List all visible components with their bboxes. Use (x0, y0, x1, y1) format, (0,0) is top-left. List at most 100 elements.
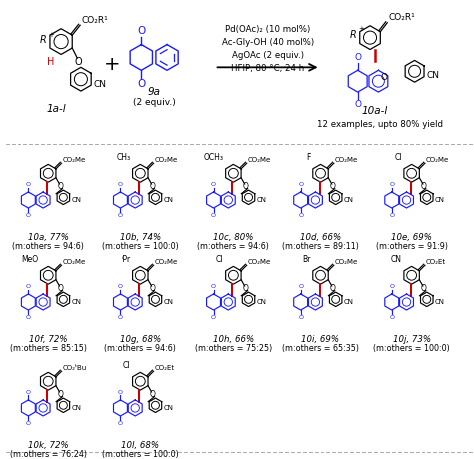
Text: (m:others = 100:0): (m:others = 100:0) (102, 450, 179, 459)
Text: 10b, 74%: 10b, 74% (119, 233, 161, 242)
Text: CO₂R¹: CO₂R¹ (388, 13, 415, 22)
Text: O: O (389, 315, 394, 320)
Text: CO₂Me: CO₂Me (155, 259, 178, 265)
Text: O: O (298, 182, 303, 187)
Text: O: O (26, 213, 31, 218)
Text: (m:others = 76:24): (m:others = 76:24) (9, 450, 87, 459)
Text: CN: CN (257, 299, 267, 305)
Text: ⁱPr: ⁱPr (121, 255, 130, 264)
Text: O: O (211, 213, 216, 218)
Text: Pd(OAc)₂ (10 mol%): Pd(OAc)₂ (10 mol%) (226, 25, 310, 34)
Text: O: O (26, 315, 31, 320)
Text: 12 examples, upto 80% yield: 12 examples, upto 80% yield (317, 120, 443, 129)
Text: CN: CN (435, 299, 445, 305)
Text: CO₂Me: CO₂Me (63, 259, 86, 265)
Text: O: O (149, 284, 155, 293)
Text: OCH₃: OCH₃ (203, 153, 223, 162)
Text: HFIP, 80 °C, 24 h: HFIP, 80 °C, 24 h (231, 64, 305, 73)
Text: 10g, 68%: 10g, 68% (119, 335, 161, 344)
Text: O: O (57, 390, 64, 399)
Text: MeO: MeO (21, 255, 38, 264)
Text: (m:others = 94:6): (m:others = 94:6) (198, 242, 269, 251)
Text: (m:others = 94:6): (m:others = 94:6) (104, 344, 176, 353)
Text: CO₂Et: CO₂Et (426, 259, 446, 265)
Text: CO₂Me: CO₂Me (248, 259, 271, 265)
Text: O: O (354, 53, 361, 62)
Text: (m:others = 100:0): (m:others = 100:0) (102, 242, 179, 251)
Text: CO₂Me: CO₂Me (248, 157, 271, 163)
Text: CO₂R¹: CO₂R¹ (81, 16, 108, 25)
Text: CO₂Et: CO₂Et (155, 365, 175, 371)
Text: 10k, 72%: 10k, 72% (28, 441, 69, 450)
Text: R: R (349, 30, 356, 39)
Text: O: O (211, 284, 216, 289)
Text: O: O (389, 182, 394, 187)
Text: CN: CN (344, 197, 354, 203)
Text: O: O (26, 421, 31, 426)
Text: CN: CN (72, 405, 82, 411)
Text: CN: CN (344, 299, 354, 305)
Text: R: R (39, 34, 46, 45)
Text: CO₂Me: CO₂Me (335, 259, 358, 265)
Text: CN: CN (427, 71, 439, 80)
Text: O: O (118, 182, 123, 187)
Text: Cl: Cl (216, 255, 223, 264)
Text: O: O (26, 182, 31, 187)
Text: 10a, 77%: 10a, 77% (27, 233, 69, 242)
Text: O: O (381, 73, 388, 82)
Text: O: O (330, 284, 336, 293)
Text: Ac-Gly-OH (40 mol%): Ac-Gly-OH (40 mol%) (222, 38, 314, 47)
Text: 10a-l: 10a-l (362, 106, 388, 116)
Text: O: O (421, 284, 427, 293)
Text: (m:others = 94:6): (m:others = 94:6) (12, 242, 84, 251)
Text: 10c, 80%: 10c, 80% (213, 233, 254, 242)
Text: O: O (118, 213, 123, 218)
Text: 10h, 66%: 10h, 66% (213, 335, 254, 344)
Text: O: O (243, 284, 248, 293)
Text: +: + (104, 55, 121, 74)
Text: +: + (48, 32, 54, 38)
Text: O: O (149, 182, 155, 191)
Text: CN: CN (257, 197, 267, 203)
Text: 9a: 9a (148, 87, 161, 97)
Text: O: O (298, 213, 303, 218)
Text: (m:others = 89:11): (m:others = 89:11) (282, 242, 359, 251)
Text: Cl: Cl (123, 361, 130, 370)
Text: 10f, 72%: 10f, 72% (29, 335, 67, 344)
Text: O: O (211, 315, 216, 320)
Text: Cl: Cl (394, 153, 401, 162)
Text: 10j, 73%: 10j, 73% (392, 335, 431, 344)
Text: CN: CN (164, 197, 173, 203)
Text: 10d, 66%: 10d, 66% (300, 233, 341, 242)
Text: O: O (298, 315, 303, 320)
Text: O: O (137, 79, 146, 89)
Text: O: O (26, 284, 31, 289)
Text: CO₂Me: CO₂Me (335, 157, 358, 163)
Text: O: O (354, 100, 361, 109)
Text: O: O (74, 57, 82, 67)
Text: (2 equiv.): (2 equiv.) (133, 99, 175, 107)
Text: CN: CN (72, 197, 82, 203)
Text: +: + (358, 26, 364, 32)
Text: O: O (118, 421, 123, 426)
Text: O: O (243, 182, 248, 191)
Text: CO₂ᵗBu: CO₂ᵗBu (63, 365, 87, 371)
Text: O: O (137, 26, 146, 36)
Text: CN: CN (435, 197, 445, 203)
Text: CN: CN (72, 299, 82, 305)
Text: (m:others = 75:25): (m:others = 75:25) (195, 344, 272, 353)
Text: O: O (118, 315, 123, 320)
Text: O: O (149, 390, 155, 399)
Text: 1a-l: 1a-l (46, 104, 66, 114)
Text: O: O (389, 284, 394, 289)
Text: CO₂Me: CO₂Me (426, 157, 449, 163)
Text: 10e, 69%: 10e, 69% (391, 233, 432, 242)
Text: O: O (389, 213, 394, 218)
Text: O: O (57, 182, 64, 191)
Text: CN: CN (164, 405, 173, 411)
Text: O: O (330, 182, 336, 191)
Text: 10i, 69%: 10i, 69% (301, 335, 339, 344)
Text: O: O (298, 284, 303, 289)
Text: CH₃: CH₃ (116, 153, 130, 162)
Text: O: O (26, 390, 31, 395)
